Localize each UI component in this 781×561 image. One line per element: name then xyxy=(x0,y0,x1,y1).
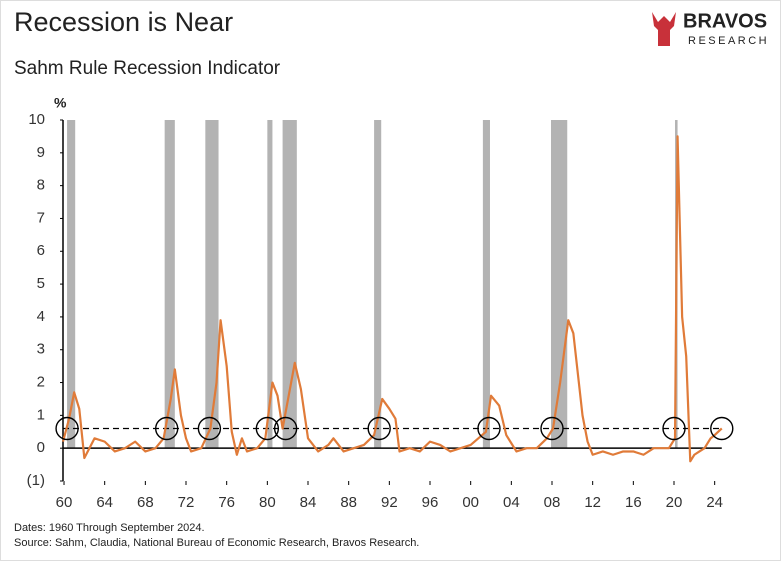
y-tick-label: 6 xyxy=(37,242,45,259)
y-tick-label: 0 xyxy=(37,439,45,456)
crossing-circle xyxy=(710,416,734,441)
crossing-circle xyxy=(197,416,222,441)
crossing-circle xyxy=(662,416,686,441)
note: Source: Sahm, Claudia, National Bureau o… xyxy=(14,537,419,549)
chart-subtitle: Sahm Rule Recession Indicator xyxy=(14,58,281,79)
y-tick-label: 1 xyxy=(37,406,45,423)
recession-band xyxy=(482,120,490,449)
logo: BRAVOS RESEARCH xyxy=(652,10,769,47)
x-tick-label: 16 xyxy=(625,494,642,511)
y-tick-label: 9 xyxy=(37,144,45,161)
x-tick-label: 64 xyxy=(96,494,113,511)
y-tick-label: 7 xyxy=(37,209,45,226)
recession-band xyxy=(67,120,76,449)
x-tick-label: 80 xyxy=(259,494,276,511)
crossing-circle xyxy=(255,416,280,441)
x-tick-label: 12 xyxy=(584,494,601,511)
y-tick-label: 5 xyxy=(37,275,45,292)
x-tick-label: 68 xyxy=(137,494,154,511)
y-tick-label: 3 xyxy=(37,341,45,358)
x-tick-label: 84 xyxy=(300,494,317,511)
crossing-circle xyxy=(477,416,501,441)
recession-band xyxy=(550,120,568,449)
logo-icon xyxy=(652,12,676,46)
crossing-circle xyxy=(154,416,179,441)
x-tick-label: 92 xyxy=(381,494,398,511)
x-tick-label: 72 xyxy=(178,494,195,511)
x-tick-label: 60 xyxy=(56,494,73,511)
crossing-circle xyxy=(55,416,79,441)
y-tick-label: 2 xyxy=(37,374,45,391)
recession-band xyxy=(267,120,273,449)
x-tick-label: 00 xyxy=(462,494,479,511)
y-tick-label: 10 xyxy=(28,111,45,128)
y-tick-label: 4 xyxy=(37,308,45,325)
logo-name: BRAVOS xyxy=(683,10,767,32)
recession-band xyxy=(205,120,219,449)
x-tick-label: 20 xyxy=(666,494,683,511)
x-tick-label: 76 xyxy=(218,494,235,511)
y-tick-label: 8 xyxy=(37,177,45,194)
line-series xyxy=(61,135,723,463)
crossing-circle xyxy=(367,416,391,441)
x-tick-label: 08 xyxy=(544,494,561,511)
recession-band xyxy=(374,120,382,449)
x-tick-label: 88 xyxy=(340,494,357,511)
recession-band xyxy=(282,120,297,449)
chart-title: Recession is Near xyxy=(14,7,233,37)
recession-band xyxy=(164,120,175,449)
crossing-circle xyxy=(540,416,564,441)
logo-tagline: RESEARCH xyxy=(688,35,769,47)
y-unit: % xyxy=(54,95,67,111)
x-tick-label: 24 xyxy=(706,494,723,511)
x-tick-label: 96 xyxy=(422,494,439,511)
y-tick-label: (1) xyxy=(27,472,45,489)
x-tick-label: 04 xyxy=(503,494,520,511)
note: Dates: 1960 Through September 2024. xyxy=(14,522,205,534)
crossing-circle xyxy=(273,416,298,441)
